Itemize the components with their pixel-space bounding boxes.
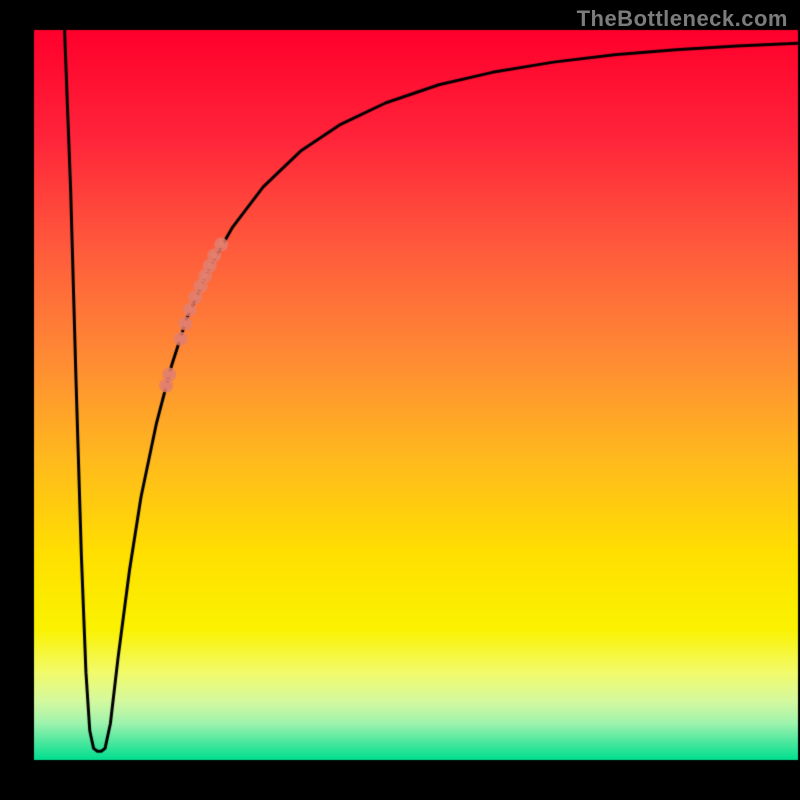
chart-root: TheBottleneck.com	[0, 0, 800, 800]
gradient-curve-chart	[0, 0, 800, 800]
